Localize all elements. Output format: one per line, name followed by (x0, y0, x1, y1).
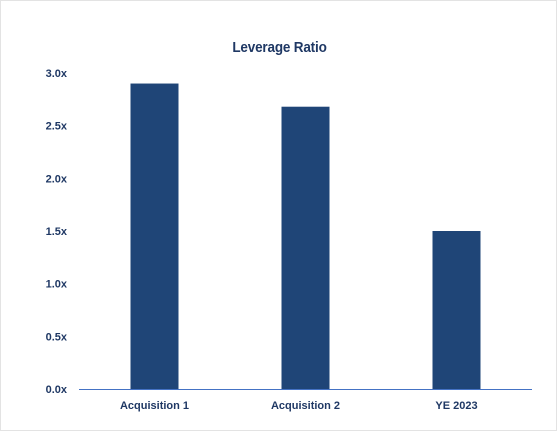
bar (130, 83, 179, 390)
x-tick-label: Acquisition 1 (120, 400, 189, 412)
chart-title: Leverage Ratio (232, 39, 327, 56)
y-tick-label: 1.5x (46, 226, 68, 238)
x-axis-tick-labels: Acquisition 1 Acquisition 2 YE 2023 (120, 400, 478, 412)
y-tick-label: 1.0x (46, 279, 68, 291)
bars (130, 83, 481, 390)
bar (281, 106, 330, 389)
y-tick-label: 3.0x (46, 68, 68, 80)
y-tick-label: 0.5x (46, 331, 68, 343)
y-tick-label: 0.0x (46, 384, 68, 396)
y-tick-label: 2.5x (46, 121, 68, 133)
x-tick-label: YE 2023 (435, 400, 477, 412)
x-tick-label: Acquisition 2 (271, 400, 340, 412)
y-axis-tick-labels: 0.0x 0.5x 1.0x 1.5x 2.0x 2.5x 3.0x (46, 68, 68, 396)
bar (432, 231, 481, 389)
y-tick-label: 2.0x (46, 173, 68, 185)
